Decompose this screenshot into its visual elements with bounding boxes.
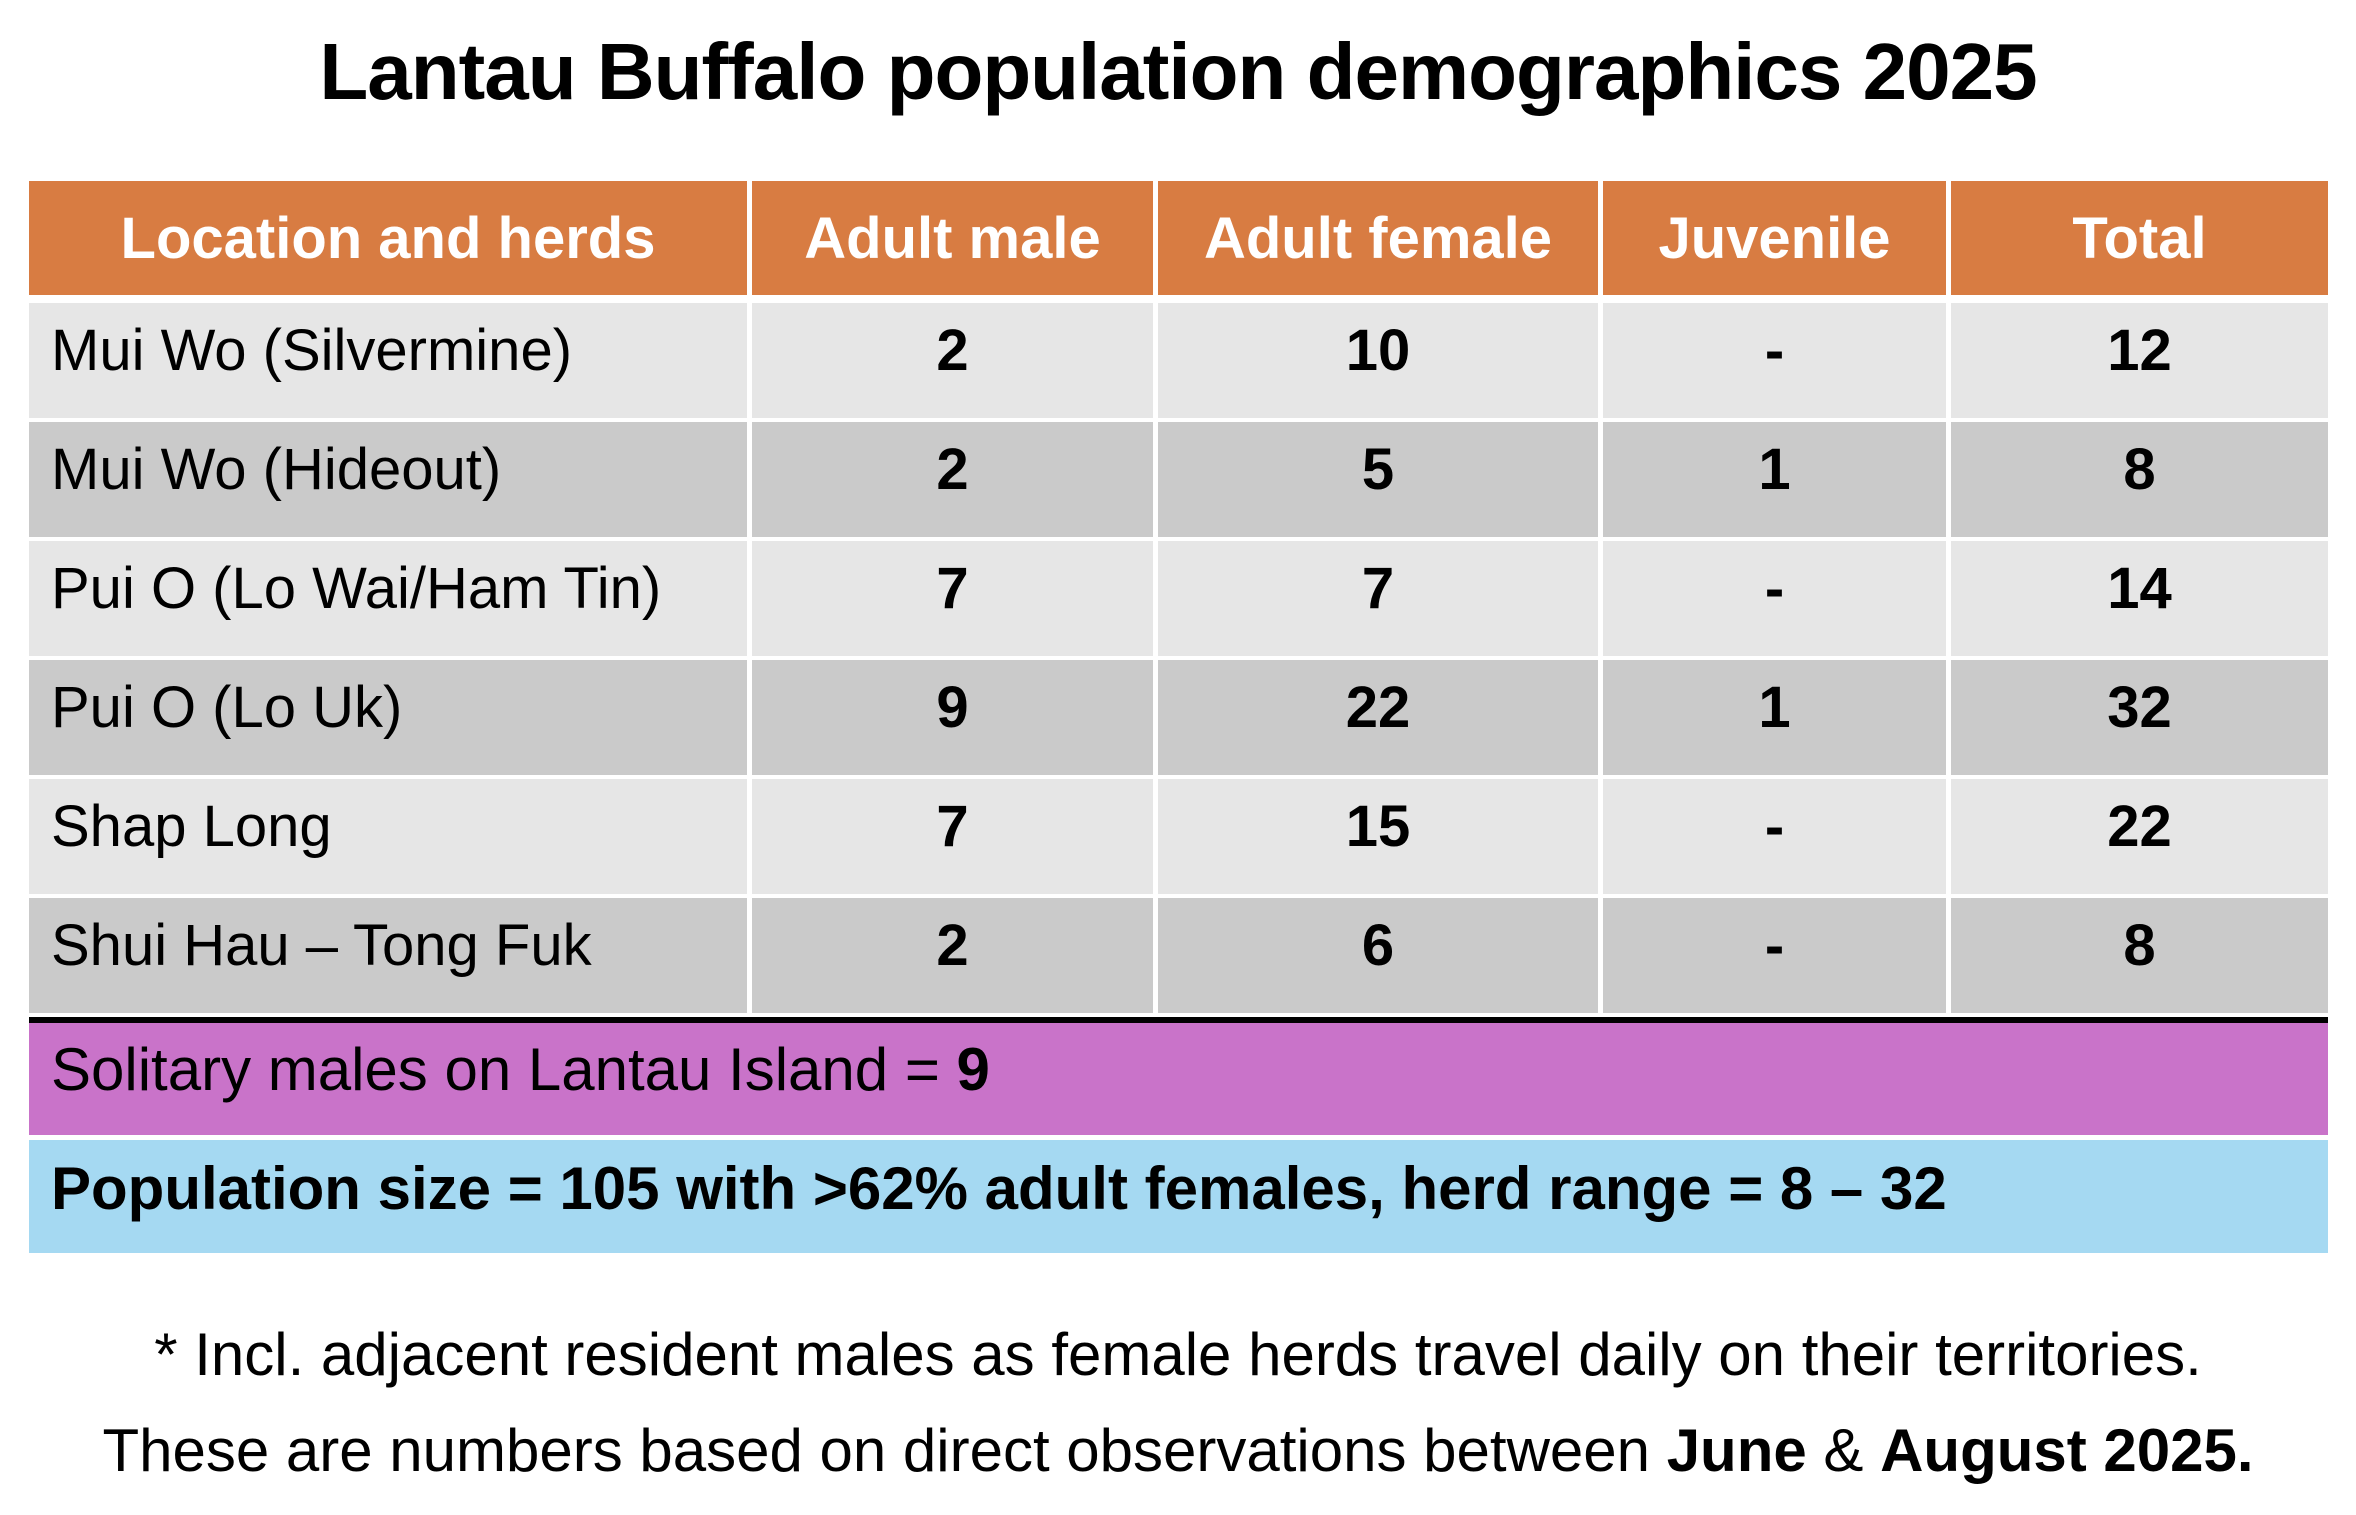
row-adult-male: 7 — [752, 541, 1153, 656]
row-juvenile: - — [1603, 303, 1946, 418]
row-adult-female: 5 — [1158, 422, 1598, 537]
row-location: Shap Long — [29, 779, 747, 894]
row-location: Pui O (Lo Uk) — [29, 660, 747, 775]
row-adult-female: 6 — [1158, 898, 1598, 1013]
row-total: 8 — [1951, 422, 2328, 537]
solitary-males-row: Solitary males on Lantau Island = 9 — [29, 1023, 2328, 1135]
row-total: 12 — [1951, 303, 2328, 418]
footnote-observations: These are numbers based on direct observ… — [0, 1416, 2356, 1485]
footnote-month-august: August 2025. — [1880, 1417, 2254, 1484]
header-location: Location and herds — [29, 181, 747, 295]
row-adult-male: 9 — [752, 660, 1153, 775]
row-total: 14 — [1951, 541, 2328, 656]
row-adult-male: 2 — [752, 422, 1153, 537]
row-location: Mui Wo (Silvermine) — [29, 303, 747, 418]
table-row: Mui Wo (Hideout) 2 5 1 8 — [29, 422, 2328, 537]
header-adult-female: Adult female — [1158, 181, 1598, 295]
solitary-males-label: Solitary males on Lantau Island = — [51, 1036, 957, 1103]
row-adult-male: 2 — [752, 303, 1153, 418]
row-adult-female: 7 — [1158, 541, 1598, 656]
row-adult-male: 2 — [752, 898, 1153, 1013]
footnote-ampersand: & — [1806, 1417, 1881, 1484]
population-summary-text: Population size = 105 with >62% adult fe… — [51, 1155, 1947, 1222]
table-header-row: Location and herds Adult male Adult fema… — [29, 181, 2328, 295]
row-adult-female: 22 — [1158, 660, 1598, 775]
population-summary-row: Population size = 105 with >62% adult fe… — [29, 1140, 2328, 1253]
row-adult-female: 10 — [1158, 303, 1598, 418]
header-total: Total — [1951, 181, 2328, 295]
table-row: Pui O (Lo Wai/Ham Tin) 7 7 - 14 — [29, 541, 2328, 656]
table-divider-line — [29, 1017, 2328, 1023]
header-juvenile: Juvenile — [1603, 181, 1946, 295]
footnote-month-june: June — [1666, 1417, 1807, 1484]
demographics-table: Location and herds Adult male Adult fema… — [29, 181, 2328, 1253]
table-row: Mui Wo (Silvermine) 2 10 - 12 — [29, 303, 2328, 418]
row-adult-female: 15 — [1158, 779, 1598, 894]
footnote-territories: * Incl. adjacent resident males as femal… — [154, 1321, 2202, 1388]
row-total: 32 — [1951, 660, 2328, 775]
row-adult-male: 7 — [752, 779, 1153, 894]
row-juvenile: 1 — [1603, 660, 1946, 775]
table-row: Pui O (Lo Uk) 9 22 1 32 — [29, 660, 2328, 775]
footnote-observations-prefix: These are numbers based on direct observ… — [102, 1417, 1667, 1484]
row-juvenile: - — [1603, 541, 1946, 656]
page-title: Lantau Buffalo population demographics 2… — [319, 27, 2037, 116]
row-location: Mui Wo (Hideout) — [29, 422, 747, 537]
row-total: 8 — [1951, 898, 2328, 1013]
row-juvenile: - — [1603, 898, 1946, 1013]
row-juvenile: 1 — [1603, 422, 1946, 537]
row-location: Pui O (Lo Wai/Ham Tin) — [29, 541, 747, 656]
solitary-males-value: 9 — [956, 1036, 990, 1103]
table-row: Shui Hau – Tong Fuk 2 6 - 8 — [29, 898, 2328, 1013]
table-row: Shap Long 7 15 - 22 — [29, 779, 2328, 894]
row-total: 22 — [1951, 779, 2328, 894]
row-location: Shui Hau – Tong Fuk — [29, 898, 747, 1013]
row-juvenile: - — [1603, 779, 1946, 894]
header-adult-male: Adult male — [752, 181, 1153, 295]
